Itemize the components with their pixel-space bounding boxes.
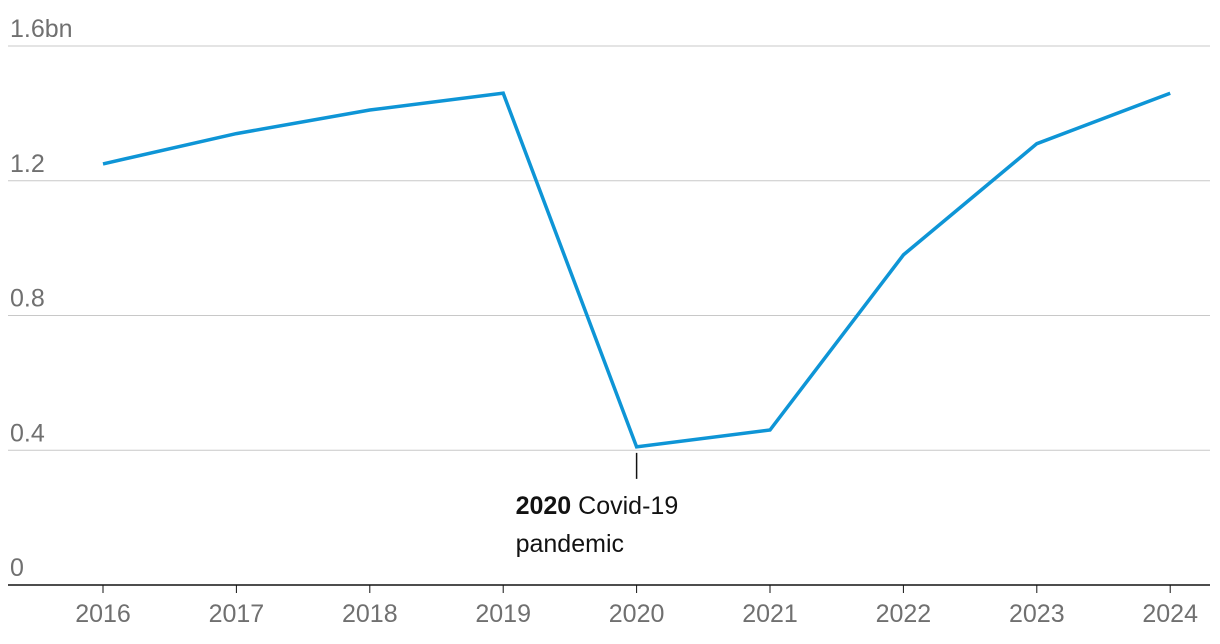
- annotation-gap: [571, 492, 578, 520]
- x-tick-label: 2016: [75, 600, 131, 628]
- x-tick-label: 2017: [209, 600, 265, 628]
- data-point: [901, 253, 905, 257]
- data-point: [501, 91, 505, 95]
- annotation-label-line1: 2020 Covid-19: [516, 492, 679, 520]
- series-layer: [101, 91, 1172, 449]
- x-tick-label: 2018: [342, 600, 398, 628]
- covid-annotation: 2020 Covid-19 pandemic: [516, 452, 679, 558]
- y-tick-label: 0.4: [10, 419, 45, 447]
- annotation-label-line2: pandemic: [516, 530, 624, 558]
- y-tick-label: 1.6bn: [10, 15, 73, 43]
- data-point: [1168, 91, 1172, 95]
- x-tick-label: 2020: [609, 600, 665, 628]
- x-tick-label: 2021: [742, 600, 798, 628]
- data-point: [234, 132, 238, 136]
- annotation-year: 2020: [516, 492, 572, 520]
- data-point: [768, 428, 772, 432]
- series-line: [102, 91, 1171, 449]
- y-tick-label: 0: [10, 554, 24, 582]
- x-tick-label: 2022: [876, 600, 932, 628]
- x-tick-label: 2019: [475, 600, 531, 628]
- x-tick-label: 2024: [1142, 600, 1198, 628]
- annotation-event: Covid-19: [578, 492, 678, 520]
- y-tick-label: 1.2: [10, 150, 45, 178]
- x-axis: 2016 2017 2018 2019 2020 2021 2022 2023 2024: [8, 584, 1210, 628]
- data-point: [101, 162, 105, 166]
- data-point: [368, 108, 372, 112]
- data-point: [635, 445, 639, 449]
- grid-layer: 0 0.4 0.8 1.2 1.6bn: [8, 15, 1210, 582]
- data-point: [1035, 142, 1039, 146]
- y-tick-label: 0.8: [10, 285, 45, 313]
- x-tick-label: 2023: [1009, 600, 1065, 628]
